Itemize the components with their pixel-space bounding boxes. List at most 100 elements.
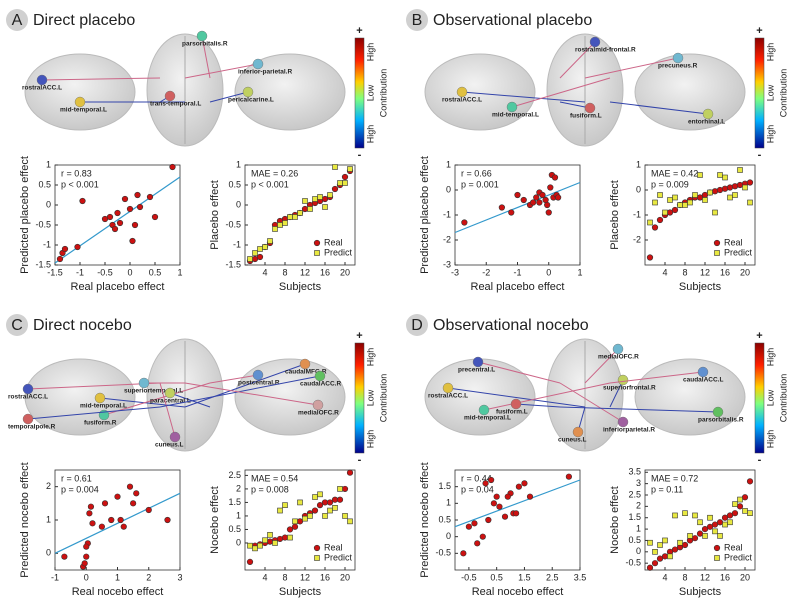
point — [116, 219, 124, 227]
y-tick-label: -0.5 — [435, 548, 451, 558]
x-tick-label: 20 — [340, 572, 350, 582]
colorbar-level: High — [765, 125, 775, 144]
y-tick-label: -0.5 — [625, 558, 641, 568]
panel-title: Observational nocebo — [433, 317, 589, 334]
brain-image — [634, 53, 746, 131]
point-square — [702, 533, 708, 539]
point-square — [282, 502, 288, 508]
point — [521, 480, 528, 487]
point-square — [292, 518, 298, 525]
point — [101, 500, 109, 507]
point-square — [652, 549, 658, 555]
point-square — [672, 512, 678, 519]
point — [131, 221, 139, 229]
point — [106, 213, 114, 221]
point — [246, 558, 254, 565]
panel-badge — [6, 9, 28, 31]
y-tick-label: -1.5 — [35, 259, 51, 269]
colorbar-label: Contribution — [378, 69, 388, 118]
point-square — [262, 537, 268, 544]
point-square — [267, 532, 273, 538]
point-square — [287, 214, 293, 220]
region-label: rostralACC.L — [22, 85, 62, 92]
colorbar-level: Low — [765, 84, 775, 101]
y-axis-label: Nocebo effect — [209, 486, 221, 554]
connection — [559, 41, 596, 79]
y-tick-label: 1 — [636, 159, 641, 169]
point — [501, 513, 509, 520]
point — [721, 514, 729, 521]
point — [126, 205, 134, 213]
point — [533, 194, 540, 201]
legend-label: Predict — [324, 247, 353, 257]
connection — [609, 371, 704, 384]
region-node — [506, 101, 518, 113]
colorbar-level: Low — [365, 389, 375, 406]
point — [301, 205, 309, 213]
legend-label: Predict — [724, 247, 753, 257]
y-tick-label: -1 — [43, 239, 51, 249]
point-square — [337, 486, 343, 492]
connection — [559, 406, 719, 413]
point — [691, 535, 699, 542]
y-tick-label: 2 — [46, 481, 51, 491]
y-tick-label: 1.5 — [628, 512, 641, 522]
connection — [515, 403, 561, 408]
region-node — [138, 377, 150, 389]
point — [701, 525, 709, 533]
y-tick-label: -0.5 — [225, 219, 241, 229]
x-tick-label: 8 — [682, 572, 687, 582]
point — [114, 493, 121, 500]
point — [311, 507, 319, 514]
colorbar-minus: - — [358, 454, 362, 466]
y-axis-label: Placebo effect — [209, 180, 221, 250]
region-label: rostralACC.L — [8, 394, 48, 401]
point-square — [337, 180, 343, 186]
point-square — [347, 518, 353, 525]
x-tick-label: 1 — [177, 267, 182, 277]
point-square — [737, 167, 743, 173]
point — [83, 543, 90, 550]
point — [656, 216, 664, 224]
annotation: r = 0.61 — [61, 473, 92, 483]
region-node — [22, 413, 34, 425]
point — [61, 553, 68, 560]
region-node — [617, 416, 629, 428]
point-square — [707, 514, 713, 521]
colorbar — [354, 342, 365, 454]
point — [151, 213, 159, 221]
point-square — [347, 166, 353, 172]
x-tick-label: -1.5 — [47, 267, 63, 277]
region-label: fusiform.L — [496, 409, 528, 416]
x-tick-label: 0.5 — [490, 572, 503, 582]
point — [661, 553, 669, 560]
point-square — [247, 542, 253, 549]
point-square — [307, 513, 313, 519]
y-tick-label: 1 — [236, 510, 241, 520]
x-tick-label: -1 — [51, 572, 59, 582]
y-axis-label: Nocebo effect — [609, 486, 621, 554]
y-tick-label: 0 — [236, 199, 241, 209]
point — [696, 530, 704, 537]
annotation: MAE = 0.72 — [651, 473, 698, 483]
region-node — [472, 356, 484, 368]
region-label: precuneus.R — [658, 63, 698, 70]
point-square — [662, 537, 668, 544]
point-square — [322, 513, 328, 519]
panel-letter: C — [11, 317, 23, 334]
connection — [99, 397, 186, 408]
x-tick-label: 3 — [177, 572, 182, 582]
annotation: p < 0.001 — [61, 179, 99, 189]
point — [134, 191, 141, 199]
y-tick-label: 0 — [446, 531, 451, 541]
y-tick-label: 1 — [46, 159, 51, 169]
y-axis-label: Predicted nocebo effect — [19, 462, 31, 577]
point — [646, 564, 654, 571]
connection — [559, 382, 624, 423]
region-label: rostralACC.L — [428, 393, 468, 400]
legend-label: Real — [324, 542, 343, 552]
x-tick-label: 12 — [700, 572, 710, 582]
point — [731, 510, 739, 517]
region-node — [242, 86, 254, 98]
